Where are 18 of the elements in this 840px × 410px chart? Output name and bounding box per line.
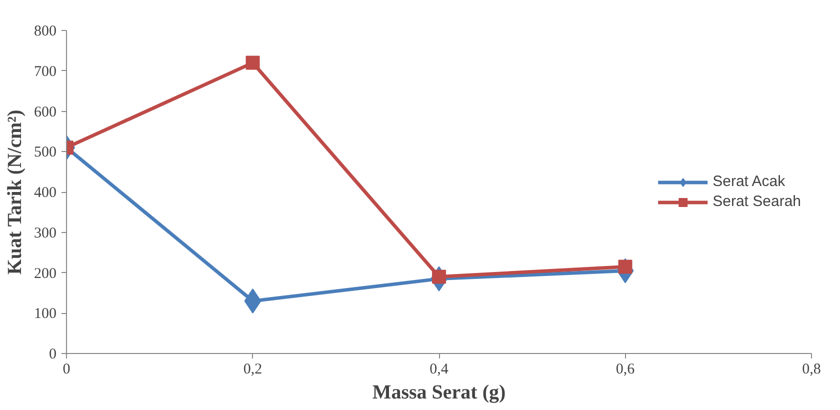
legend-label: Serat Searah: [712, 193, 801, 210]
y-tick-label: 400: [34, 185, 56, 201]
y-tick-label: 100: [34, 306, 56, 322]
y-tick-label: 500: [34, 144, 56, 161]
y-tick-label: 800: [34, 24, 56, 40]
y-axis-title: Kuat Tarik (N/cm²): [4, 110, 26, 275]
x-tick-label: 0,8: [802, 362, 821, 378]
y-tick-label: 0: [49, 346, 56, 362]
y-tick-label: 300: [34, 225, 56, 242]
x-tick-label: 0,2: [243, 362, 262, 378]
x-axis-title: Massa Serat (g): [372, 382, 506, 404]
y-tick-label: 700: [34, 64, 56, 80]
x-tick-label: 0,4: [430, 362, 449, 378]
x-tick-label: 0: [62, 362, 70, 378]
y-tick-label: 200: [34, 266, 56, 282]
x-tick-label: 0,6: [616, 362, 636, 378]
y-tick-label: 600: [34, 104, 56, 120]
legend-label: Serat Acak: [712, 173, 786, 190]
